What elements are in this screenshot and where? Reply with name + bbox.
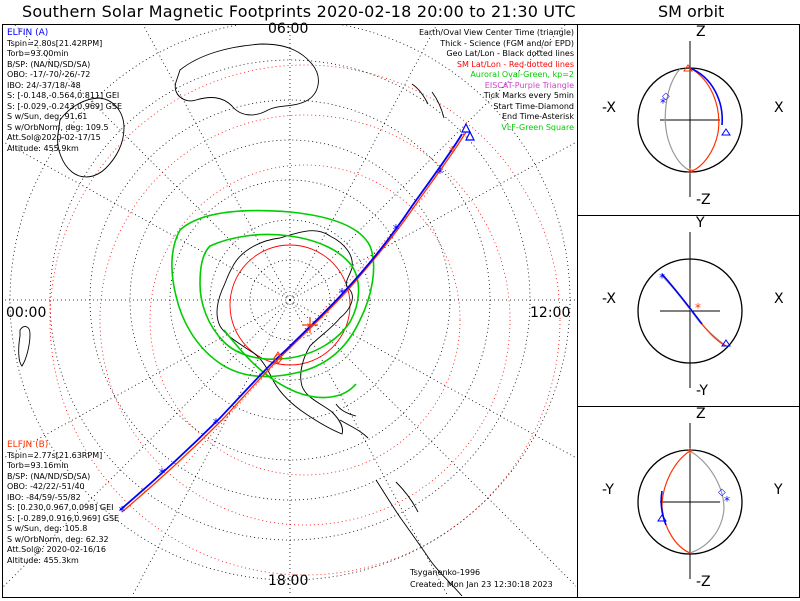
- svg-text:*: *: [213, 417, 220, 432]
- auroral-oval-inner: [199, 233, 360, 361]
- svg-text:*: *: [724, 494, 730, 508]
- orbit-axis-label: X: [774, 291, 784, 307]
- elfin-b-line: Att.Sol@: 2020-02-16/16: [7, 545, 106, 554]
- elfin-b-line: S w/Sun, deg: 105.8: [7, 524, 88, 533]
- orbit-axis-label: Y: [696, 215, 705, 231]
- legend-item: VLF-Green Square: [501, 122, 574, 132]
- legend-item: EISCAT-Purple Triangle: [484, 80, 574, 90]
- orbit-axis-label: Z: [696, 24, 706, 40]
- elfin-a-line: S w/Sun, deg: 91.61: [7, 112, 88, 121]
- elfin-a-line: Tspin=2.80s[21.42RPM]: [7, 38, 103, 48]
- end-triangle-markers: [461, 122, 475, 141]
- orbit-panel-title: SM orbit: [658, 2, 725, 21]
- model-credit: Tsyganenko-1996: [410, 568, 481, 577]
- legend-item: Start Time-Diamond: [493, 101, 574, 111]
- elfin-b-line: S w/OrbNorm, deg: 62.32: [7, 534, 109, 544]
- legend-item: End Time-Asterisk: [501, 112, 574, 121]
- elfin-b-line: Altitude: 455.3km: [7, 555, 79, 565]
- auroral-oval-south: [223, 329, 357, 399]
- africa-coastline: [57, 97, 125, 178]
- orbit-panel-xy: * * Y -Y -X X: [577, 215, 800, 407]
- madagascar-coastline: [18, 326, 31, 367]
- svg-text:*: *: [449, 145, 456, 160]
- orbit-axis-label: Y: [774, 482, 783, 498]
- svg-text:*: *: [393, 223, 400, 238]
- clock-label-top: 06:00: [268, 21, 309, 37]
- elfin-a-info: ELFIN (A) Tspin=2.80s[21.42RPM] Torb=93.…: [7, 28, 122, 154]
- orbit-axis-label: -Z: [696, 574, 711, 590]
- svg-text:*: *: [687, 166, 693, 180]
- peninsula-coastline: [335, 403, 369, 439]
- svg-text:*: *: [159, 467, 166, 482]
- svg-text:*: *: [339, 287, 346, 302]
- auroral-oval-outer: [171, 209, 375, 378]
- map-legend: Earth/Oval View Center Time (triangle) T…: [419, 28, 574, 133]
- elfin-b-line: Torb=93.16min: [7, 461, 69, 470]
- legend-item: Geo Lat/Lon - Black dotted lines: [446, 49, 574, 58]
- elfin-a-line: Altitude: 455.9km: [7, 143, 79, 153]
- svg-text:*: *: [695, 301, 701, 315]
- elfin-b-line: OBO: -42/22/-51/40: [7, 482, 85, 491]
- svg-text:*: *: [687, 446, 693, 460]
- elfin-b-ticks: * ◇ *: [273, 145, 456, 366]
- orbit-plot-yz[interactable]: * ◇ *: [578, 407, 799, 597]
- view-center-marker: [302, 317, 318, 333]
- south-america-coastline: [375, 479, 463, 596]
- clock-label-left: 00:00: [6, 305, 47, 321]
- svg-text:◇: ◇: [273, 351, 283, 366]
- clock-label-right: 12:00: [530, 305, 571, 321]
- elfin-a-ticks: * * * * * *: [119, 167, 444, 520]
- nz-coastline: [411, 83, 445, 119]
- sm-grid: [49, 64, 561, 576]
- elfin-b-line: S: [-0.289,0.916,0.969] GSE: [7, 513, 120, 523]
- elfin-b-name: ELFIN (B): [7, 440, 49, 450]
- elfin-b-track: [121, 131, 467, 513]
- elfin-a-line: S w/OrbNorm, deg: 109.5: [7, 122, 109, 132]
- elfin-a-line: B/SP: (NA/ND/SD/SA): [7, 59, 91, 69]
- elfin-b-line: B/SP: (NA/ND/SD/SA): [7, 471, 91, 481]
- elfin-a-line: S: [-0.148,-0.564,0.811] GEI: [7, 91, 120, 100]
- start-diamond-marker: [273, 351, 283, 365]
- page-title: Southern Solar Magnetic Footprints 2020-…: [22, 2, 576, 21]
- orbit-axis-label: -X: [602, 100, 616, 116]
- elfin-a-line: IBO: 24/-37/18/-48: [7, 80, 81, 90]
- elfin-a-line: OBO: -17/-70/-26/-72: [7, 70, 91, 79]
- orbit-plot-xy[interactable]: * *: [578, 216, 799, 406]
- svg-text:◇: ◇: [718, 487, 726, 498]
- elfin-a-line: Torb=93.00min: [7, 49, 69, 58]
- elfin-a-name: ELFIN (A): [7, 28, 49, 38]
- legend-item: Tick Marks every 5min: [483, 91, 574, 100]
- antarctica-coastline: [216, 230, 353, 435]
- elfin-b-line: Tspin=2.77s[21.63RPM]: [7, 450, 103, 460]
- legend-item: Thick - Science (FGM and/or EPD): [440, 38, 574, 48]
- orbit-axis-label: -Z: [696, 192, 711, 208]
- elfin-a-line: S: [-0.029,-0.243,0.969] GSE: [7, 101, 122, 111]
- orbit-axis-label: Z: [696, 406, 706, 422]
- svg-text:*: *: [659, 271, 665, 285]
- orbit-axis-label: -Y: [696, 383, 708, 399]
- orbit-panel-yz: * ◇ * Z -Z -Y Y: [577, 406, 800, 598]
- svg-text:◇: ◇: [662, 91, 670, 102]
- elfin-b-line: S: [0.230,0.967,0.098] GEI: [7, 503, 114, 512]
- legend-item: Auroral Oval-Green, kp=2: [470, 70, 574, 79]
- orbit-axis-label: -Y: [602, 482, 614, 498]
- elfin-a-track: [119, 133, 463, 511]
- legend-item: SM Lat/Lon - Red dotted lines: [456, 59, 574, 69]
- elfin-b-line: IBO: -84/59/-55/82: [7, 492, 81, 502]
- elfin-a-line: Att.Sol@2020-02-17/15: [7, 133, 101, 142]
- orbit-panel-xz: ◇ * * Z -Z -X X: [577, 24, 800, 216]
- elfin-b-info: ELFIN (B) Tspin=2.77s[21.63RPM] Torb=93.…: [7, 440, 119, 566]
- svg-text:*: *: [437, 167, 444, 182]
- orbit-plot-xz[interactable]: ◇ * *: [578, 25, 799, 215]
- svg-text:*: *: [660, 96, 666, 110]
- australia-coastline: [174, 43, 319, 116]
- orbit-axis-label: -X: [602, 291, 616, 307]
- orbit-axis-label: X: [774, 100, 784, 116]
- sm-pole-circle: [229, 244, 351, 366]
- created-timestamp: Created: Mon Jan 23 12:30:18 2023: [410, 580, 553, 589]
- svg-text:*: *: [119, 505, 126, 520]
- legend-item: Earth/Oval View Center Time (triangle): [418, 28, 574, 37]
- clock-label-bottom: 18:00: [268, 573, 309, 589]
